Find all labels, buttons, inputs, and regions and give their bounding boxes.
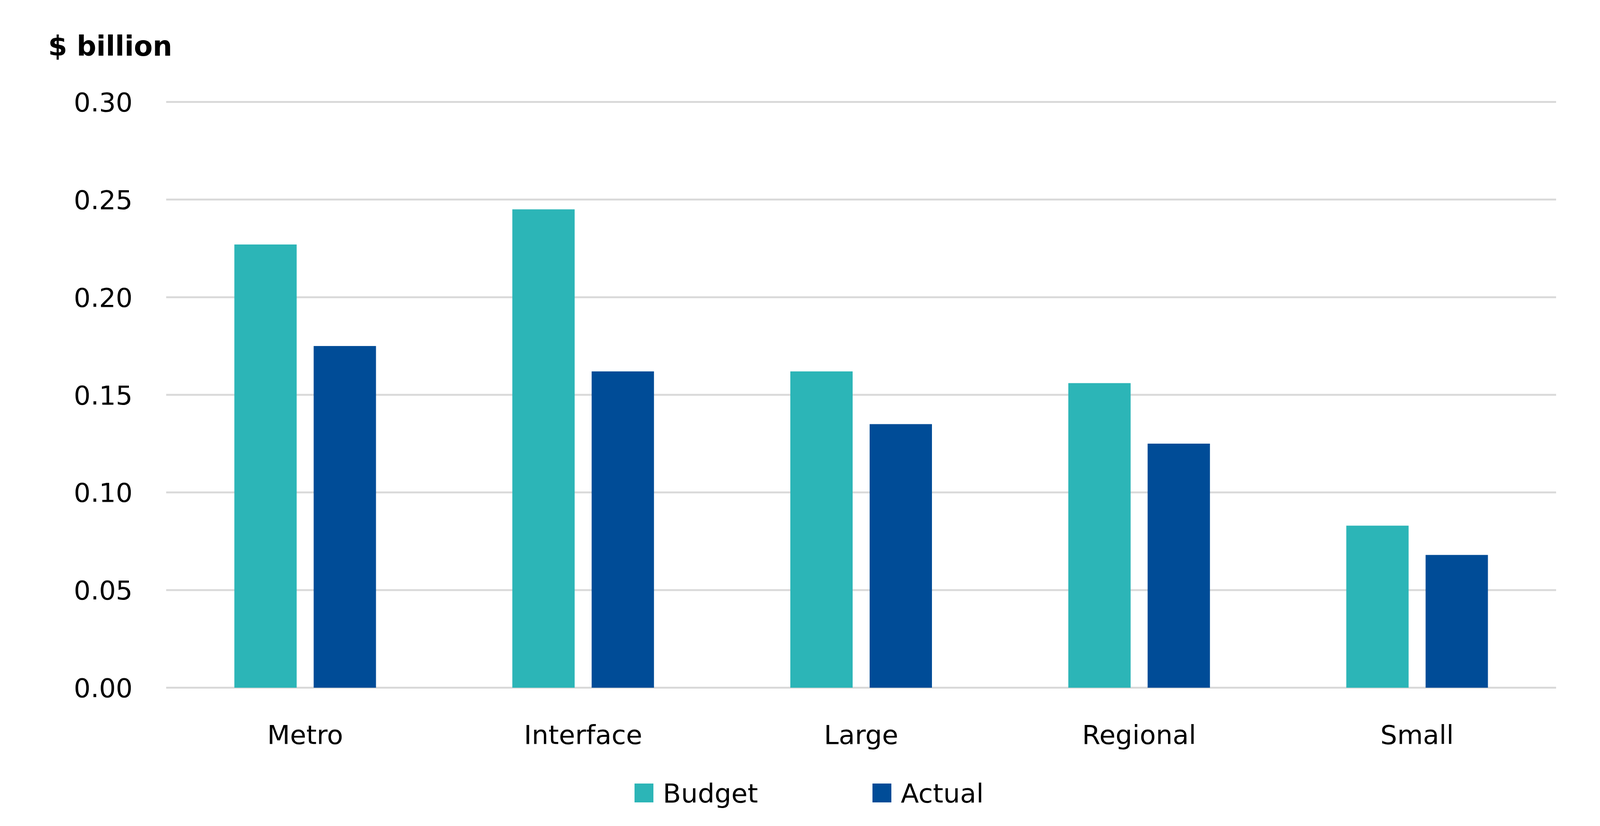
bar [1147,443,1211,688]
y-tick-label: 0.05 [73,575,133,606]
bar [591,371,654,688]
chart: $ billion 0.00 0.05 0.10 0.15 0.20 0.25 0.30 Met… [0,0,1600,826]
legend-swatch [634,783,654,803]
x-tick-label: Metro [267,719,344,751]
bar [1346,525,1409,688]
x-tick-label: Small [1380,719,1455,751]
grid-line [166,101,1557,103]
bars [234,209,1488,688]
y-tick-label: 0.15 [73,380,133,411]
bar [1068,383,1131,688]
legend-label: Budget [662,778,758,809]
y-tick-label: 0.25 [73,184,133,216]
x-tick-label: Regional [1082,719,1197,751]
grid-line [166,198,1557,201]
bar [234,244,297,688]
grid-line [166,296,1557,299]
bar [512,209,575,688]
y-tick-label: 0.20 [73,282,133,314]
y-tick-label: 0.10 [73,477,133,508]
bar [869,424,932,688]
legend-label: Actual [900,778,984,809]
y-axis-label: $ billion [48,30,173,63]
x-tick-label: Interface [524,719,643,751]
y-tick-label: 0.00 [73,672,133,704]
x-tick-label: Large [823,719,899,751]
bar [790,371,853,688]
legend-swatch [872,783,892,803]
y-tick-label: 0.30 [73,86,133,118]
bar [1425,555,1489,688]
bar [313,346,376,688]
